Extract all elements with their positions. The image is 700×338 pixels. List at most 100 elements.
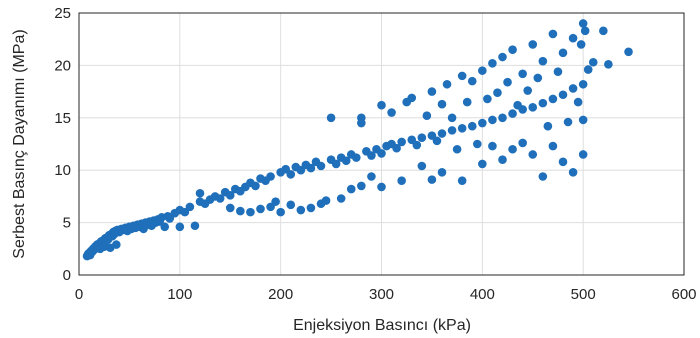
data-point bbox=[306, 203, 316, 213]
data-point bbox=[256, 204, 265, 214]
data-point bbox=[573, 97, 583, 107]
data-point bbox=[367, 151, 376, 160]
data-point bbox=[548, 94, 558, 104]
data-point bbox=[357, 118, 366, 128]
y-tick-label: 15 bbox=[54, 110, 71, 127]
x-tick-labels: 0 100 200 300 400 500 600 bbox=[75, 286, 697, 303]
y-tick-label: 10 bbox=[54, 162, 71, 179]
data-point bbox=[508, 45, 517, 54]
data-point bbox=[528, 150, 538, 159]
data-point bbox=[432, 136, 442, 146]
x-tick-label: 400 bbox=[470, 286, 495, 303]
data-point bbox=[185, 202, 195, 212]
x-tick-label: 200 bbox=[268, 286, 293, 303]
y-tick-label: 25 bbox=[54, 5, 71, 22]
data-point bbox=[377, 182, 386, 192]
data-point bbox=[246, 207, 255, 217]
data-point bbox=[225, 203, 235, 213]
data-point bbox=[417, 161, 427, 171]
x-tick-label: 500 bbox=[571, 286, 596, 303]
data-point bbox=[215, 194, 225, 203]
data-point bbox=[112, 240, 121, 249]
data-point bbox=[576, 40, 586, 49]
data-point bbox=[508, 144, 517, 154]
data-point bbox=[498, 155, 507, 165]
data-point bbox=[523, 86, 533, 95]
data-point bbox=[422, 111, 432, 121]
data-point bbox=[538, 98, 548, 108]
data-point bbox=[437, 129, 447, 138]
data-point bbox=[578, 19, 588, 28]
data-point bbox=[377, 149, 386, 158]
data-point bbox=[543, 121, 553, 131]
data-point bbox=[508, 109, 517, 118]
data-point bbox=[503, 77, 512, 87]
data-point bbox=[518, 138, 527, 148]
data-point bbox=[321, 196, 331, 205]
data-point bbox=[498, 113, 507, 123]
data-point bbox=[488, 115, 497, 125]
data-point bbox=[493, 88, 502, 97]
y-tick-labels: 0 5 10 15 20 25 bbox=[54, 5, 71, 284]
data-point bbox=[599, 26, 608, 36]
data-point bbox=[563, 117, 573, 127]
data-point bbox=[306, 163, 316, 173]
data-point bbox=[336, 194, 346, 203]
data-point bbox=[533, 73, 543, 83]
data-point bbox=[568, 33, 578, 43]
data-point bbox=[427, 87, 437, 96]
data-point bbox=[296, 205, 306, 215]
data-point bbox=[578, 115, 588, 125]
data-point bbox=[407, 93, 417, 103]
data-point bbox=[367, 172, 376, 181]
x-tick-label: 100 bbox=[167, 286, 192, 303]
data-point bbox=[452, 144, 462, 154]
plot-frame bbox=[78, 12, 685, 276]
data-point bbox=[427, 175, 437, 184]
data-point bbox=[478, 159, 487, 169]
data-point bbox=[518, 69, 527, 79]
data-point bbox=[462, 97, 472, 107]
data-point bbox=[442, 79, 452, 89]
data-point bbox=[578, 150, 588, 159]
data-point bbox=[488, 59, 497, 68]
data-point bbox=[558, 48, 568, 58]
data-point bbox=[478, 118, 487, 128]
data-point bbox=[568, 167, 578, 177]
data-points bbox=[82, 19, 633, 261]
data-point bbox=[346, 184, 356, 194]
data-point bbox=[518, 105, 527, 114]
data-point bbox=[472, 139, 482, 149]
data-point bbox=[528, 103, 538, 112]
y-tick-label: 5 bbox=[63, 215, 71, 232]
y-tick-label: 0 bbox=[63, 267, 71, 284]
data-point bbox=[483, 94, 492, 104]
data-point bbox=[251, 181, 260, 191]
data-point bbox=[195, 188, 205, 198]
data-point bbox=[377, 100, 386, 110]
data-point bbox=[488, 141, 497, 151]
x-tick-label: 600 bbox=[671, 286, 696, 303]
data-point bbox=[225, 191, 235, 200]
data-point bbox=[387, 108, 396, 117]
data-point bbox=[478, 66, 487, 75]
data-point bbox=[580, 26, 590, 36]
data-point bbox=[286, 170, 296, 179]
data-point bbox=[548, 141, 558, 151]
data-point bbox=[604, 60, 613, 69]
data-point bbox=[447, 113, 457, 123]
data-point bbox=[412, 140, 422, 150]
data-point bbox=[190, 221, 200, 231]
data-point bbox=[578, 79, 588, 89]
data-point bbox=[236, 206, 245, 216]
data-point bbox=[588, 57, 598, 67]
x-tick-label: 300 bbox=[369, 286, 394, 303]
data-point bbox=[467, 76, 477, 86]
data-point bbox=[357, 181, 366, 191]
data-point bbox=[266, 172, 275, 181]
data-point bbox=[437, 99, 447, 109]
data-point bbox=[160, 222, 170, 232]
data-point bbox=[583, 65, 593, 74]
data-point bbox=[538, 172, 548, 181]
